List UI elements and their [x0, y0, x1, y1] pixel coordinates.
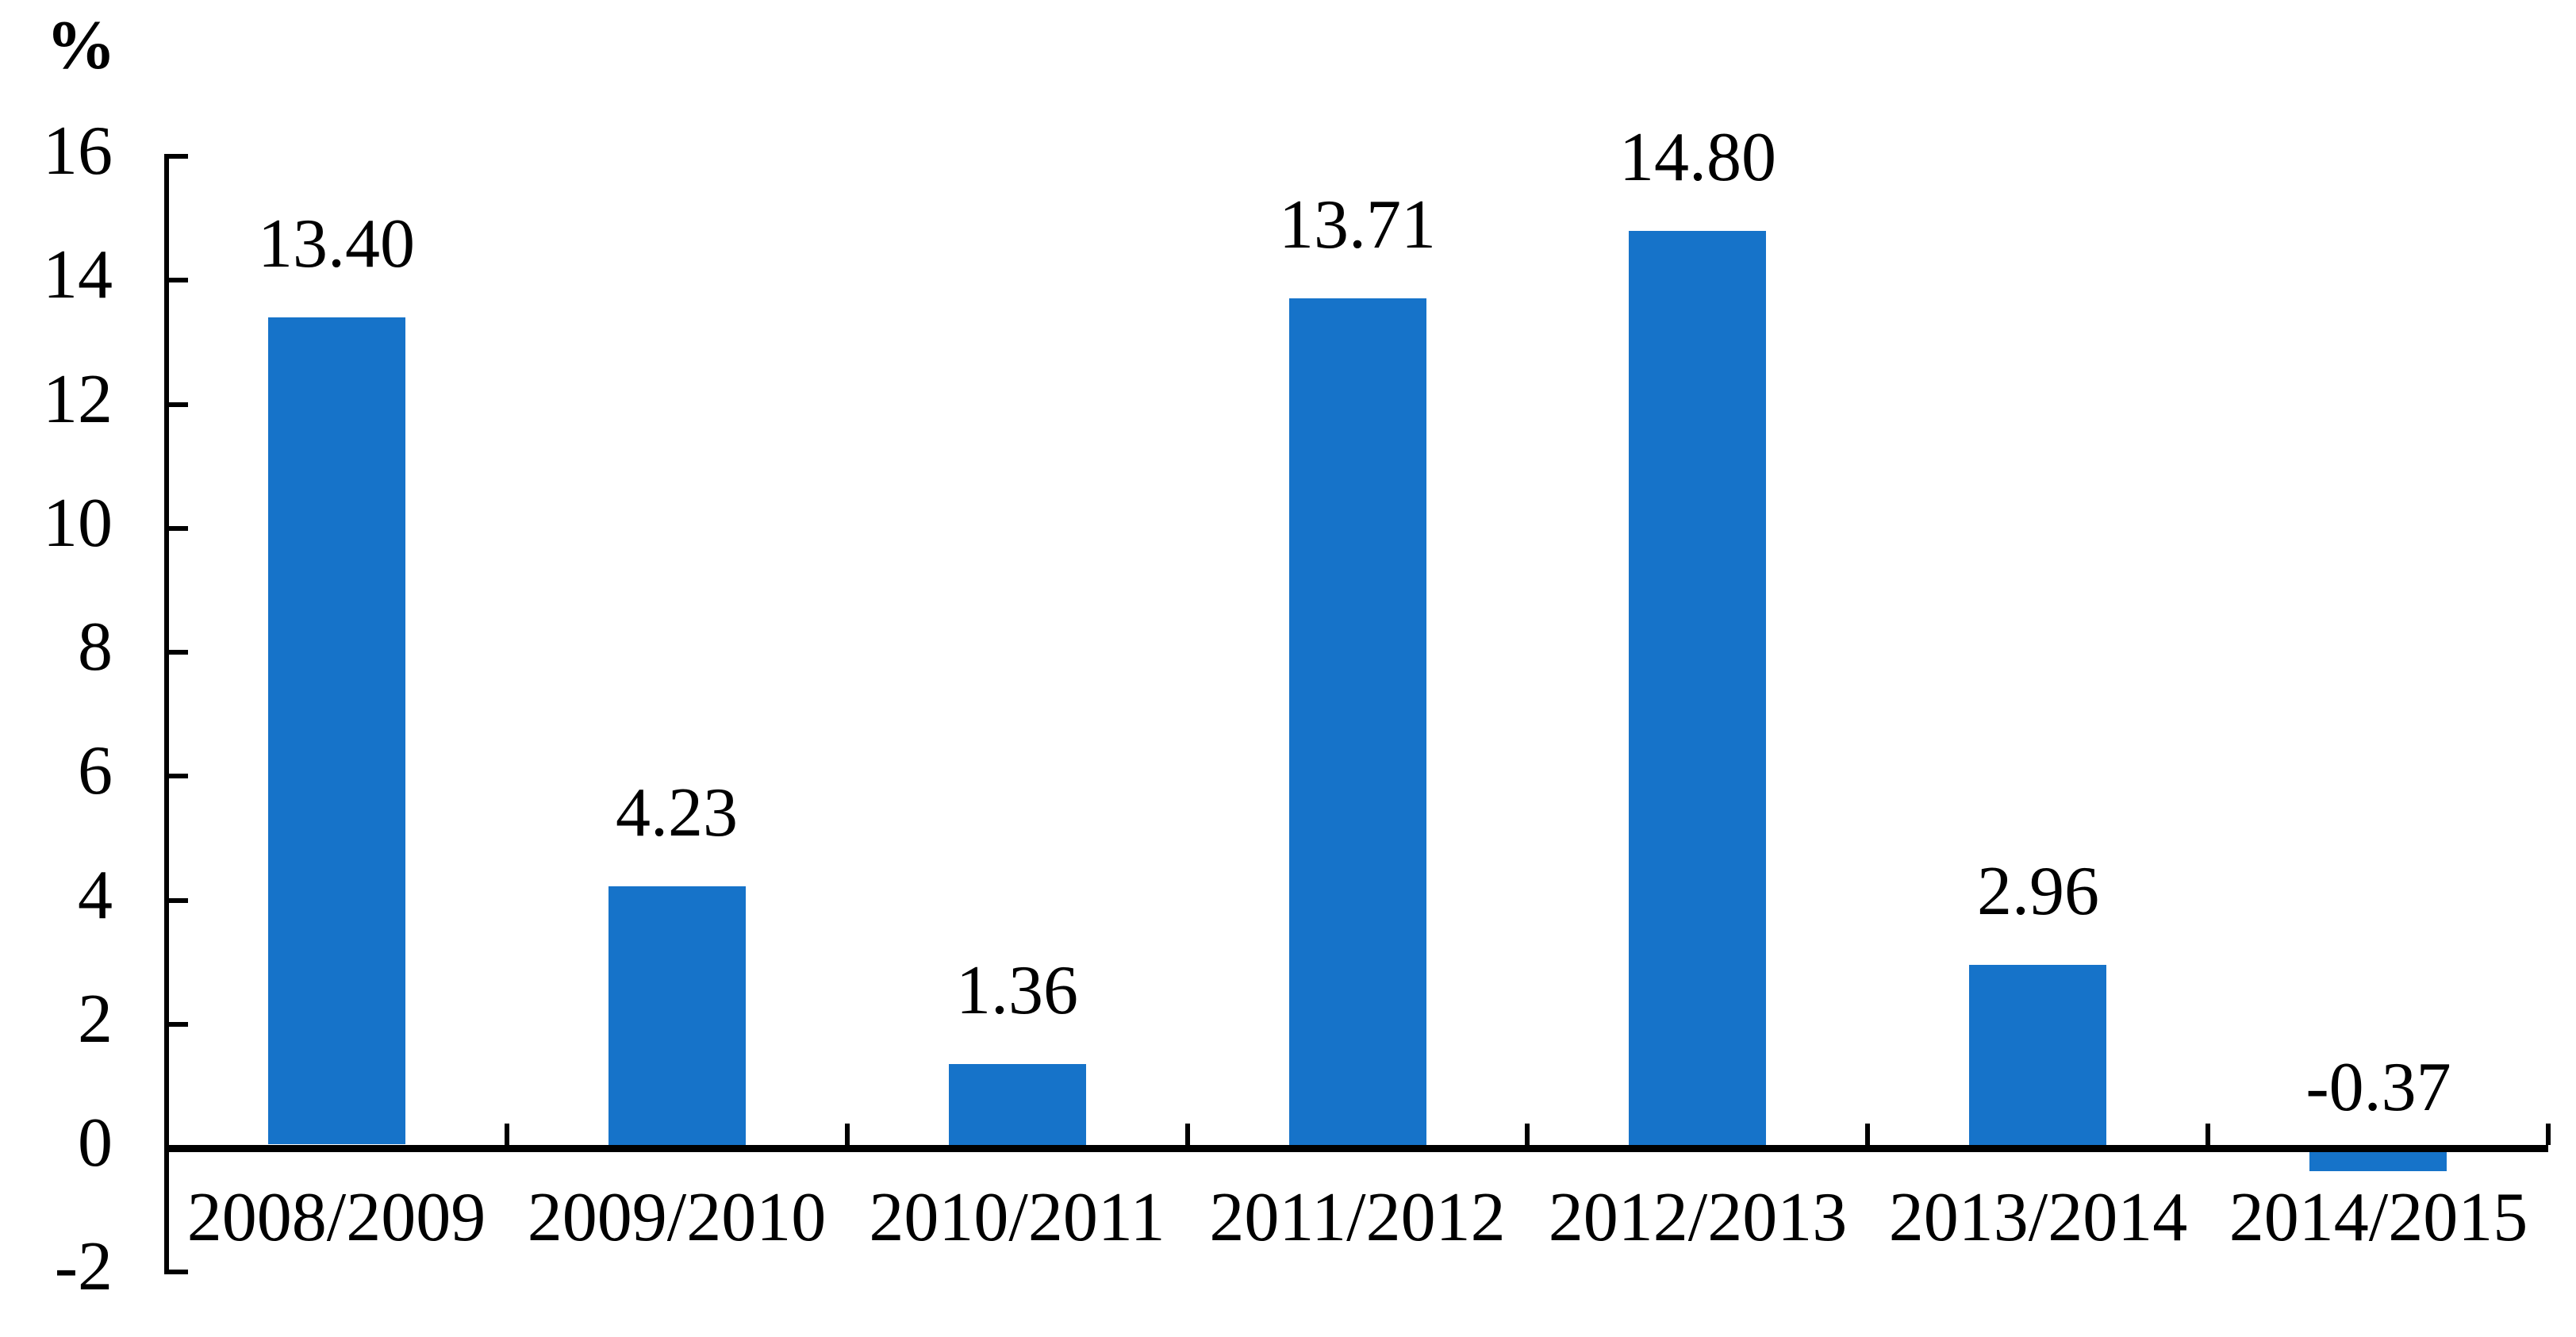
- bar-value-label: 1.36: [956, 952, 1078, 1029]
- x-tick: [2206, 1124, 2210, 1145]
- y-tick-label: 14: [43, 236, 113, 313]
- bar: [1969, 965, 2106, 1145]
- bar-value-label: 14.80: [1619, 119, 1776, 196]
- y-tick: [167, 650, 188, 655]
- y-tick-label: 16: [43, 113, 113, 190]
- y-tick-label: 4: [78, 857, 113, 934]
- y-tick-label: 10: [43, 485, 113, 562]
- bar-value-label: 4.23: [616, 774, 738, 851]
- bar: [949, 1064, 1086, 1145]
- y-axis-unit-label: %: [46, 7, 116, 84]
- x-tick: [1525, 1124, 1530, 1145]
- y-tick-label: 2: [78, 981, 113, 1058]
- x-category-label: 2012/2013: [1548, 1179, 1848, 1256]
- x-tick: [2546, 1124, 2551, 1145]
- bar-value-label: -0.37: [2305, 1049, 2451, 1126]
- y-tick: [167, 526, 188, 531]
- x-category-label: 2013/2014: [1888, 1179, 2188, 1256]
- y-tick: [167, 402, 188, 407]
- bar: [2309, 1152, 2447, 1171]
- y-tick-label: -2: [54, 1228, 113, 1305]
- y-tick: [167, 1022, 188, 1027]
- y-axis-line: [164, 154, 169, 1274]
- x-tick: [505, 1124, 509, 1145]
- y-tick-label: 6: [78, 732, 113, 809]
- x-category-label: 2010/2011: [869, 1179, 1165, 1256]
- y-tick-label: 0: [78, 1105, 113, 1181]
- bar: [1629, 231, 1766, 1145]
- bar-value-label: 13.40: [258, 206, 415, 282]
- y-tick-label: 8: [78, 609, 113, 686]
- y-tick: [167, 1270, 188, 1274]
- bar: [1289, 298, 1426, 1145]
- bar-value-label: 2.96: [1977, 853, 2099, 930]
- bar: [268, 317, 405, 1144]
- x-category-label: 2014/2015: [2229, 1179, 2528, 1256]
- bar: [608, 886, 746, 1145]
- x-tick: [1865, 1124, 1870, 1145]
- x-tick: [845, 1124, 850, 1145]
- bar-value-label: 13.71: [1279, 186, 1436, 263]
- x-category-label: 2009/2010: [527, 1179, 827, 1256]
- x-axis-line: [164, 1145, 2548, 1152]
- y-tick: [167, 774, 188, 778]
- y-tick: [167, 278, 188, 282]
- x-tick: [1185, 1124, 1190, 1145]
- x-category-label: 2011/2012: [1209, 1179, 1506, 1256]
- y-tick: [167, 154, 188, 159]
- y-tick-label: 12: [43, 361, 113, 438]
- y-tick: [167, 898, 188, 903]
- x-category-label: 2008/2009: [186, 1179, 486, 1256]
